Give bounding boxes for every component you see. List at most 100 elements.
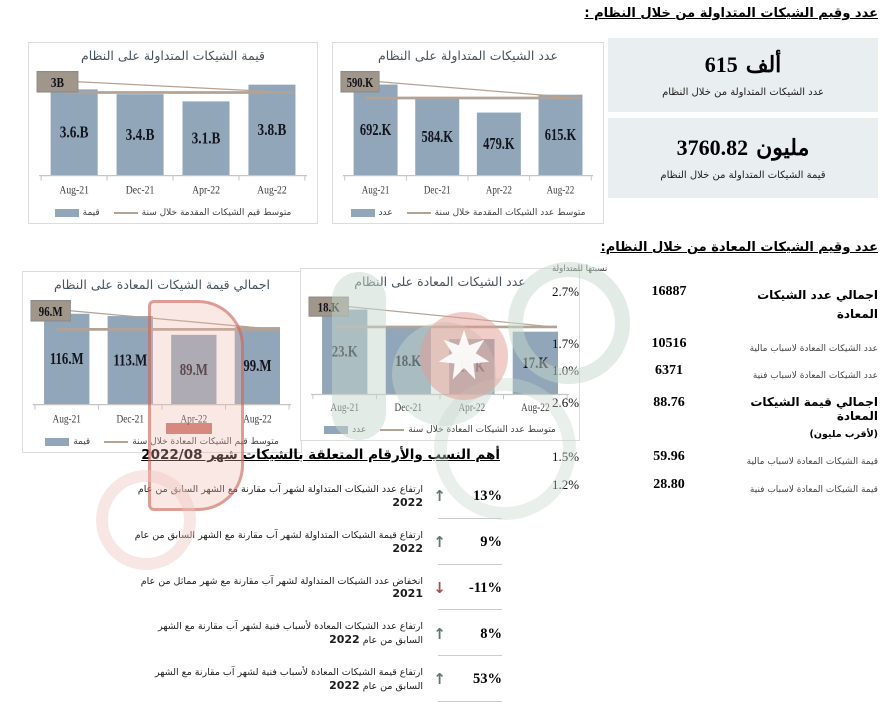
row-ratio: 1.2% — [552, 477, 580, 492]
table-row: اجمالي عدد الشيكات المعادة 16887 2.7% — [552, 284, 878, 322]
table-row: عدد الشيكات المعادة لاسباب فنية 6371 1.0… — [552, 363, 878, 382]
average-label: 590.K — [347, 74, 374, 90]
row-ratio: 1.0% — [552, 363, 580, 378]
chart-panel-traded-count: عدد الشيكات المتداولة على النظام 692.K 58… — [332, 42, 604, 224]
x-tick-label: Aug-22 — [243, 412, 272, 425]
highlight-text-body: ارتفاع قيمة الشيكات المتداولة لشهر آب مق… — [134, 529, 423, 541]
legend-line-label: متوسط عدد الشيكات المقدمة خلال سنة — [434, 208, 586, 218]
up-arrow-icon: ↑ — [433, 670, 446, 689]
row-sublabel: (لأقرب مليون) — [809, 429, 878, 440]
x-tick-label: Dec-21 — [117, 412, 144, 425]
bar-label: 479.K — [483, 136, 515, 154]
highlight-text: ارتفاع قيمة الشيكات المعادة لأسباب فنية … — [130, 667, 423, 693]
traded-value-summary-card: 3760.82 مليون قيمة الشيكات المتداولة من … — [608, 118, 878, 198]
highlight-year: 2022 — [329, 633, 360, 647]
legend-line-label: متوسط قيم الشيكات المعادة خلال سنة — [132, 437, 279, 447]
card-unit-text: مليون — [756, 135, 810, 160]
row-value: 16887 — [651, 284, 687, 299]
row-label: عدد الشيكات المعادة لاسباب مالية — [749, 344, 878, 354]
highlight-year: 2021 — [392, 587, 423, 601]
highlight-row: -11% ↓ انخفاض عدد الشيكات المتداولة لشهر… — [130, 576, 502, 610]
average-label-box — [340, 70, 380, 93]
callout-line — [77, 81, 291, 94]
chart-legend: عدد متوسط عدد الشيكات المقدمة خلال سنة — [339, 206, 597, 219]
bar-label: 692.K — [360, 122, 392, 140]
ratio-column-header: نسبتها للمتداولة — [552, 264, 608, 274]
returned-checks-table: نسبتها للمتداولة اجمالي عدد الشيكات المع… — [552, 264, 878, 496]
card-label: قيمة الشيكات المتداولة من خلال النظام — [660, 170, 826, 181]
up-arrow-icon: ↑ — [433, 487, 446, 506]
legend-line-item: متوسط قيم الشيكات المعادة خلال سنة — [104, 437, 279, 447]
highlights-list: 13% ↑ ارتفاع عدد الشيكات المتداولة لشهر … — [130, 484, 502, 713]
row-value: 28.80 — [653, 477, 685, 492]
table-row: قيمة الشيكات المعادة لاسباب فنية 28.80 1… — [552, 477, 878, 496]
x-tick-label: Aug-22 — [547, 184, 575, 196]
chart-legend: عدد متوسط عدد الشيكات المعادة خلال سنة — [307, 423, 573, 436]
down-arrow-icon: ↓ — [433, 578, 446, 597]
bar — [476, 112, 521, 176]
x-tick-label: Apr-22 — [192, 183, 220, 196]
average-label-box — [30, 299, 71, 322]
highlight-text: ارتفاع قيمة الشيكات المتداولة لشهر آب مق… — [130, 530, 423, 556]
bar-label: 3.6.B — [60, 124, 89, 142]
card-unit-text: ألف — [745, 52, 782, 77]
x-tick-label: Dec-21 — [126, 183, 155, 196]
chart-title: اجمالي قيمة الشيكات المعادة على النظام — [53, 277, 271, 292]
up-arrow-icon: ↑ — [433, 533, 446, 552]
highlight-year: 2022 — [329, 678, 360, 692]
bar — [415, 98, 460, 176]
x-tick-label: Dec-21 — [424, 184, 451, 196]
x-tick-label: Dec-21 — [395, 402, 423, 414]
card-label: عدد الشيكات المتداولة من خلال النظام — [662, 87, 824, 98]
returned-count-bar-chart: 23.K 18.K 15.K 17.K Aug-21 Dec-21 Apr-22 Aug-22… — [308, 296, 570, 414]
bar-label: 584.K — [422, 129, 454, 147]
legend-bar-item: عدد — [324, 425, 366, 435]
average-label: 96.M — [39, 304, 63, 320]
bar — [248, 84, 296, 176]
highlight-percent: 9% — [480, 534, 502, 551]
highlight-text-body: ارتفاع عدد الشيكات المتداولة لشهر آب مقا… — [137, 484, 423, 495]
x-tick-label: Apr-22 — [486, 184, 512, 196]
card-value: 615 ألف — [705, 52, 782, 78]
card-value: 3760.82 مليون — [677, 135, 810, 161]
bar — [50, 89, 98, 176]
row-label: عدد الشيكات المعادة لاسباب فنية — [752, 371, 878, 381]
legend-bar-item: قيمة — [45, 437, 90, 447]
bar-label: 3.1.B — [192, 130, 221, 148]
row-ratio: 2.6% — [552, 395, 580, 410]
bar — [107, 316, 153, 405]
legend-line-item: متوسط عدد الشيكات المقدمة خلال سنة — [406, 208, 586, 218]
callout-line — [348, 306, 554, 328]
x-tick-label: Aug-21 — [59, 183, 89, 196]
ratios-section-title: أهم النسب والأرقام المتعلقة بالشيكات شهر… — [141, 447, 500, 463]
bar-label: 113.M — [113, 352, 147, 370]
chart-title: عدد الشيكات المعادة على النظام — [354, 274, 526, 289]
x-tick-label: Aug-21 — [330, 402, 359, 414]
bar — [182, 101, 230, 176]
legend-bar-item: عدد — [350, 208, 393, 218]
x-tick-label: Apr-22 — [180, 412, 207, 425]
checks-dashboard: { "titles": { "traded_section": "عدد وقي… — [22, 6, 878, 702]
chart-title: قيمة الشيكات المتداولة على النظام — [81, 48, 265, 63]
row-label: قيمة الشيكات المعادة لاسباب مالية — [746, 457, 878, 467]
bar-label: 3.8.B — [258, 122, 287, 140]
returned-value-bar-chart: 116.M 113.M 89.M 99.M Aug-21 Dec-21 Apr-22 Aug-… — [30, 299, 292, 426]
callout-line — [70, 310, 276, 331]
x-tick-label: Aug-22 — [257, 183, 287, 196]
legend-bar-label: قيمة — [82, 208, 100, 218]
traded-section-title: عدد وقيم الشيكات المتداولة من خلال النظا… — [584, 6, 878, 21]
bar-label: 615.K — [545, 127, 577, 145]
bar — [116, 94, 164, 176]
bar-label: 3.4.B — [126, 127, 155, 145]
traded-count-bar-chart: 692.K 584.K 479.K 615.K Aug-21 Dec-21 Apr-22 Au… — [340, 70, 594, 197]
table-row: قيمة الشيكات المعادة لاسباب مالية 59.96 … — [552, 449, 878, 468]
chart-panel-traded-value: قيمة الشيكات المتداولة على النظام 3.6.B 3… — [28, 42, 318, 224]
traded-count-summary-card: 615 ألف عدد الشيكات المتداولة من خلال ال… — [608, 38, 878, 112]
chart-legend: قيمة متوسط قيم الشيكات المقدمة خلال سنة — [35, 206, 311, 219]
row-ratio: 1.5% — [552, 449, 580, 464]
legend-line-item: متوسط عدد الشيكات المعادة خلال سنة — [380, 425, 556, 435]
x-tick-label: Aug-21 — [362, 184, 390, 196]
bar — [171, 334, 217, 405]
highlight-text: ارتفاع عدد الشيكات المتداولة لشهر آب مقا… — [130, 484, 423, 510]
x-tick-label: Apr-22 — [458, 402, 485, 414]
